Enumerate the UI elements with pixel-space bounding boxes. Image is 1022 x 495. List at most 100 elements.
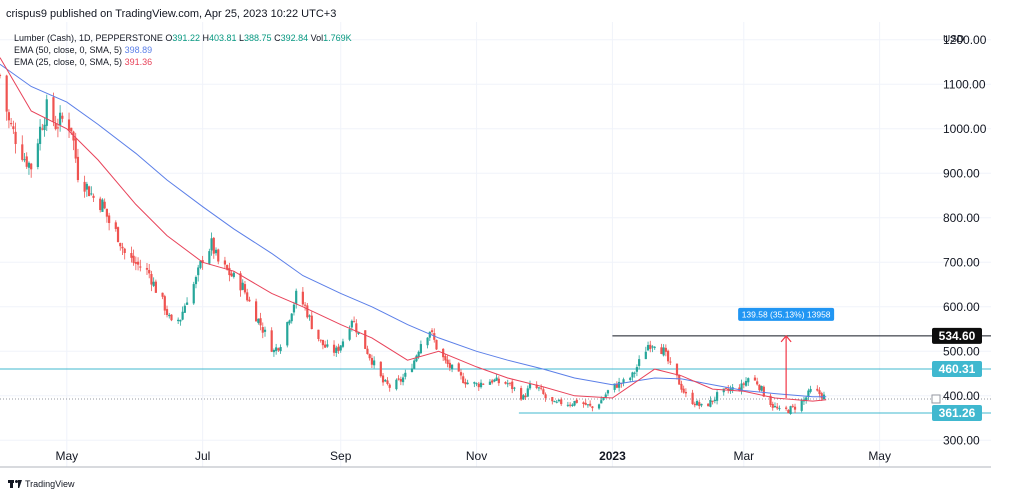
candle-body [660,347,663,354]
legend-ema50[interactable]: EMA (50, close, 0, SMA, 5) 398.89 [14,45,152,55]
candle-body [301,291,304,305]
price-tick-label: 300.00 [943,433,980,447]
time-tick-label: May [868,449,891,463]
candle-body [105,208,108,217]
price-tag-label: 361.26 [939,406,976,420]
candle-body [76,156,80,181]
measure-arrow-head [780,334,792,343]
candle-body [14,131,17,145]
candle-body [571,404,574,406]
candle-body [21,144,24,160]
price-tag-bg [932,360,982,377]
candle-body [504,382,507,384]
price-tick-label: 1100.00 [943,77,986,91]
candle-body [769,395,772,405]
candle-body [747,378,750,383]
candle-body [635,367,639,372]
legend-main[interactable]: Lumber (Cash), 1D, PEPPERSTONE O391.22 H… [14,33,352,43]
candle-body [793,406,797,410]
candle-body [450,364,454,370]
candle-body [263,329,267,332]
candle-body [25,156,28,167]
candle-body [622,379,625,383]
price-axis[interactable]: 1200.00 1100.00 1000.00 900.00 800.00 700.00 6… [943,33,987,448]
candle-body [217,249,220,262]
measure-tool[interactable]: 139.58 (35.13%) 13958 [738,307,835,399]
candle-body [139,266,142,268]
candle-body [43,124,46,131]
candle-body [684,391,688,394]
candle-body [277,348,280,351]
candle-body [816,388,819,391]
candle-body [357,331,360,334]
candle-body [809,388,812,392]
candle-body [246,292,249,301]
candle-body [399,379,402,382]
candle-body [511,381,514,390]
candle-body [257,318,260,323]
candle-body [787,409,790,414]
candle-body [758,384,761,391]
candle-body [145,268,149,270]
candle-body [771,403,774,408]
candle-body [168,314,171,317]
candle-body [575,399,578,403]
candle-body [602,397,605,401]
ohlc-c: 392.84 [280,33,309,43]
candle-body [415,355,418,362]
candle-body [163,296,166,311]
candle-body [310,315,313,330]
published-by: crispus9 published on TradingView.com, A… [6,8,336,20]
candle-body [339,345,342,351]
candle-body [573,400,576,406]
measure-label: 139.58 (35.13%) 13958 [742,309,831,319]
candle-body [473,382,476,384]
candle-body [597,404,601,409]
candle-body [134,262,137,264]
tradingview-text: TradingView [25,479,75,489]
price-tick-label: 400.00 [943,389,980,403]
tradingview-logo[interactable]: TradingView [8,479,75,489]
candle-body [161,292,164,297]
candle-body [395,379,398,390]
candle-body [36,143,39,167]
candle-body [417,351,420,357]
candle-body [462,376,465,383]
candle-body [370,357,374,365]
candle-body [724,387,728,389]
price-tick-label: 900.00 [943,166,980,180]
candle-body [201,260,204,264]
candle-body [727,388,730,391]
candle-body [41,128,44,130]
candle-body [214,249,218,254]
candle-body [366,348,369,355]
candle-body [664,347,667,352]
legend-ema25[interactable]: EMA (25, close, 0, SMA, 5) 391.36 [14,57,152,67]
candle-body [92,195,95,198]
published-text: crispus9 published on TradingView.com, A… [6,8,337,20]
candle-body [368,354,371,359]
candle-body [426,337,429,346]
candle-body [785,407,788,409]
candle-body [373,360,376,366]
candle-body [52,97,55,122]
time-axis[interactable]: May Jul Sep Nov 2023 Mar May [55,449,891,463]
candle-body [691,392,694,404]
candle-body [38,126,42,144]
candle-body [384,379,387,382]
candle-body [27,162,31,168]
candle-body [197,267,200,276]
candle-body [520,388,523,400]
candle-body [493,379,496,382]
candle-body [90,193,93,195]
current-price-marker [931,394,941,404]
candle-body [70,127,73,132]
candle-body [275,347,278,352]
candle-body [582,402,585,404]
candle-body [744,380,748,386]
time-tick-label: Sep [330,449,352,463]
candle-body [584,402,587,405]
candle-body [401,377,405,383]
candle-body [638,359,641,366]
